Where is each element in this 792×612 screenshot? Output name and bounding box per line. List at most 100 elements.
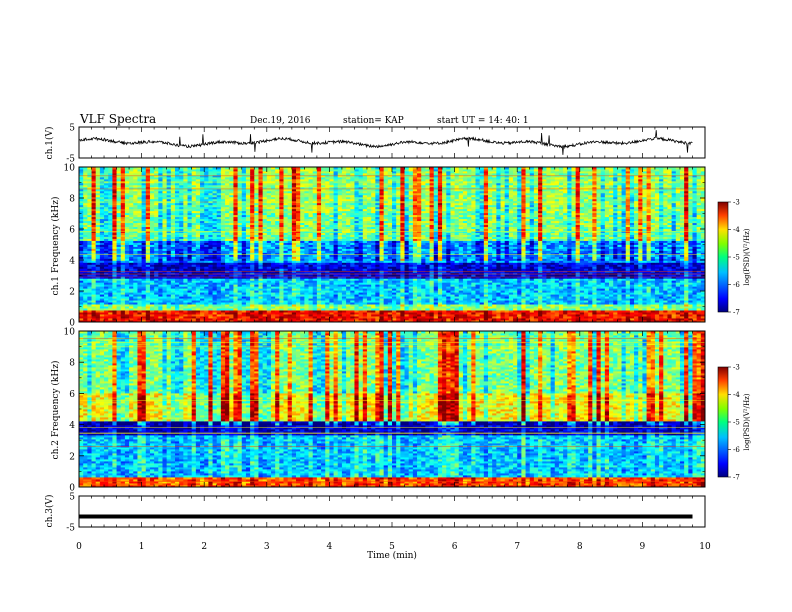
spectrogram-cell xyxy=(350,280,355,283)
spectrogram-cell xyxy=(546,300,551,303)
spectrogram-cell xyxy=(141,280,147,283)
spectrogram-cell xyxy=(533,308,539,311)
spectrogram-cell xyxy=(629,286,635,289)
spectrogram-cell xyxy=(642,280,647,283)
spectrogram-cell xyxy=(129,288,134,291)
spectrogram-cell xyxy=(266,306,272,309)
spectrogram-cell xyxy=(471,316,476,319)
spectrogram-cell xyxy=(387,306,393,309)
spectrogram-cell xyxy=(663,292,668,295)
spectrogram-cell xyxy=(283,320,289,323)
spectrogram-cell xyxy=(650,286,656,289)
spectrogram-cell xyxy=(625,308,631,311)
spectrogram-cell xyxy=(296,314,301,317)
spectrogram-cell xyxy=(617,320,622,323)
spectrogram-cell xyxy=(425,280,430,283)
spectrogram-cell xyxy=(688,284,693,287)
spectrogram-cell xyxy=(366,320,372,323)
spectrogram-cell xyxy=(287,304,293,307)
spectrogram-cell xyxy=(129,300,134,303)
spectrogram-cell xyxy=(258,286,264,289)
spectrogram-cell xyxy=(329,294,334,297)
spectrogram-cell xyxy=(700,292,706,295)
spectrogram-cell xyxy=(195,282,201,285)
spectrogram-cell xyxy=(154,288,159,291)
spectrogram-cell xyxy=(329,290,334,293)
spectrogram-cell xyxy=(450,292,455,295)
spectrogram-cell xyxy=(346,314,351,317)
spectrogram-cell xyxy=(629,320,635,323)
spectrogram-cell xyxy=(392,284,397,287)
spectrogram-cell xyxy=(154,300,159,303)
spectrogram-cell xyxy=(533,288,539,291)
spectrogram-cell xyxy=(350,292,355,295)
spectrogram-cell xyxy=(613,290,618,293)
spectrogram-cell xyxy=(229,280,234,283)
spectrogram-cell xyxy=(333,314,339,317)
spectrogram-cell xyxy=(696,318,702,321)
spectrogram-cell xyxy=(187,304,193,307)
spectrogram-cell xyxy=(187,280,193,283)
spectrogram-cell xyxy=(187,286,193,289)
spectrogram-cell xyxy=(133,312,138,315)
spectrogram-cell xyxy=(521,318,526,321)
spectrogram-cell xyxy=(187,316,193,319)
spectrogram-cell xyxy=(446,300,451,303)
spectrogram-cell xyxy=(621,296,627,299)
spectrogram-cell xyxy=(538,304,543,307)
spectrogram-cell xyxy=(291,318,297,321)
spectrogram-cell xyxy=(700,318,706,321)
spectrogram-cell xyxy=(646,304,652,307)
spectrogram-cell xyxy=(471,286,476,289)
spectrogram-cell xyxy=(454,312,460,315)
spectrogram-cell xyxy=(304,314,309,317)
spectrogram-cell xyxy=(496,290,501,293)
spectrogram-cell xyxy=(133,280,138,283)
spectrogram-cell xyxy=(508,294,514,297)
spectrogram-cell xyxy=(321,318,326,321)
spectrogram-cell xyxy=(174,312,180,315)
spectrogram-cell xyxy=(496,284,501,287)
spectrogram-cell xyxy=(316,286,322,289)
spectrogram-cell xyxy=(412,314,418,317)
spectrogram-cell xyxy=(638,298,643,301)
spectrogram-cell xyxy=(525,316,531,319)
spectrogram-cell xyxy=(95,298,101,301)
spectrogram-cell xyxy=(166,284,172,287)
spectrogram-cell xyxy=(467,300,472,303)
spectrogram-cell xyxy=(129,290,134,293)
spectrogram-cell xyxy=(675,304,681,307)
spectrogram-cell xyxy=(346,296,351,299)
spectrogram-cell xyxy=(671,302,677,305)
spectrogram-cell xyxy=(212,292,218,295)
spectrogram-cell xyxy=(237,290,243,293)
spectrogram-cell xyxy=(220,298,226,301)
spectrogram-cell xyxy=(529,298,535,301)
spectrogram-cell xyxy=(613,316,618,319)
spectrogram-cell xyxy=(446,306,451,309)
spectrogram-cell xyxy=(492,280,497,283)
spectrogram-cell xyxy=(170,310,176,313)
spectrogram-cell xyxy=(350,314,355,317)
spectrogram-cell xyxy=(613,318,618,321)
spectrogram-cell xyxy=(496,286,501,289)
spectrogram-cell xyxy=(679,308,685,311)
spectrogram-cell xyxy=(129,316,134,319)
spectrogram-cell xyxy=(91,318,97,321)
spectrogram-cell xyxy=(412,310,418,313)
spectrogram-cell xyxy=(225,312,230,315)
spectrogram-cell xyxy=(333,298,339,301)
spectrogram-cell xyxy=(437,302,443,305)
spectrogram-cell xyxy=(229,298,234,301)
spectrogram-cell xyxy=(529,290,535,293)
spectrogram-cell xyxy=(287,316,293,319)
spectrogram-cell xyxy=(329,312,334,315)
spectrogram-cell xyxy=(604,312,610,315)
spectrogram-cell xyxy=(229,304,234,307)
spectrogram-cell xyxy=(283,284,289,287)
spectrogram-cell xyxy=(112,286,117,289)
spectrogram-cell xyxy=(679,314,685,317)
spectrogram-cell xyxy=(417,294,422,297)
spectrogram-cell xyxy=(417,292,422,295)
